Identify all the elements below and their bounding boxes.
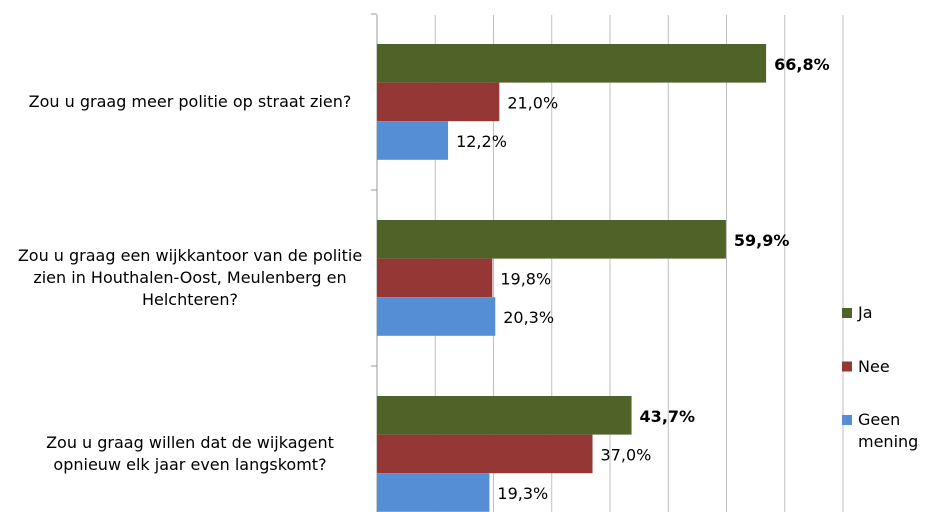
bar	[377, 434, 593, 474]
data-label: 19,3%	[497, 484, 548, 503]
legend-swatch	[842, 361, 852, 372]
bar	[377, 473, 490, 512]
bar	[377, 44, 767, 83]
data-label: 21,0%	[507, 93, 558, 112]
data-label: 20,3%	[503, 308, 554, 327]
bar	[377, 220, 726, 259]
data-label: 43,7%	[640, 407, 696, 426]
legend-swatch	[842, 415, 852, 425]
data-label: 37,0%	[601, 445, 652, 464]
bar	[377, 258, 493, 298]
bar	[377, 396, 632, 435]
category-label: Zou u graag willen dat de wijkagent opni…	[46, 432, 334, 474]
legend-label: Ja	[858, 303, 873, 322]
data-label: 66,8%	[774, 55, 830, 74]
legend-swatch	[842, 308, 852, 318]
legend-label: Nee	[858, 356, 890, 376]
bar	[377, 297, 496, 336]
bar	[377, 121, 449, 160]
data-label: 12,2%	[456, 132, 507, 151]
legend-label: Geen mening	[858, 410, 919, 451]
data-label: 19,8%	[500, 269, 551, 288]
bar	[377, 82, 500, 122]
category-label: Zou u graag een wijkkantoor van de polit…	[17, 245, 363, 309]
data-label: 59,9%	[734, 231, 790, 250]
category-label: Zou u graag meer politie op straat zien?	[28, 91, 352, 111]
